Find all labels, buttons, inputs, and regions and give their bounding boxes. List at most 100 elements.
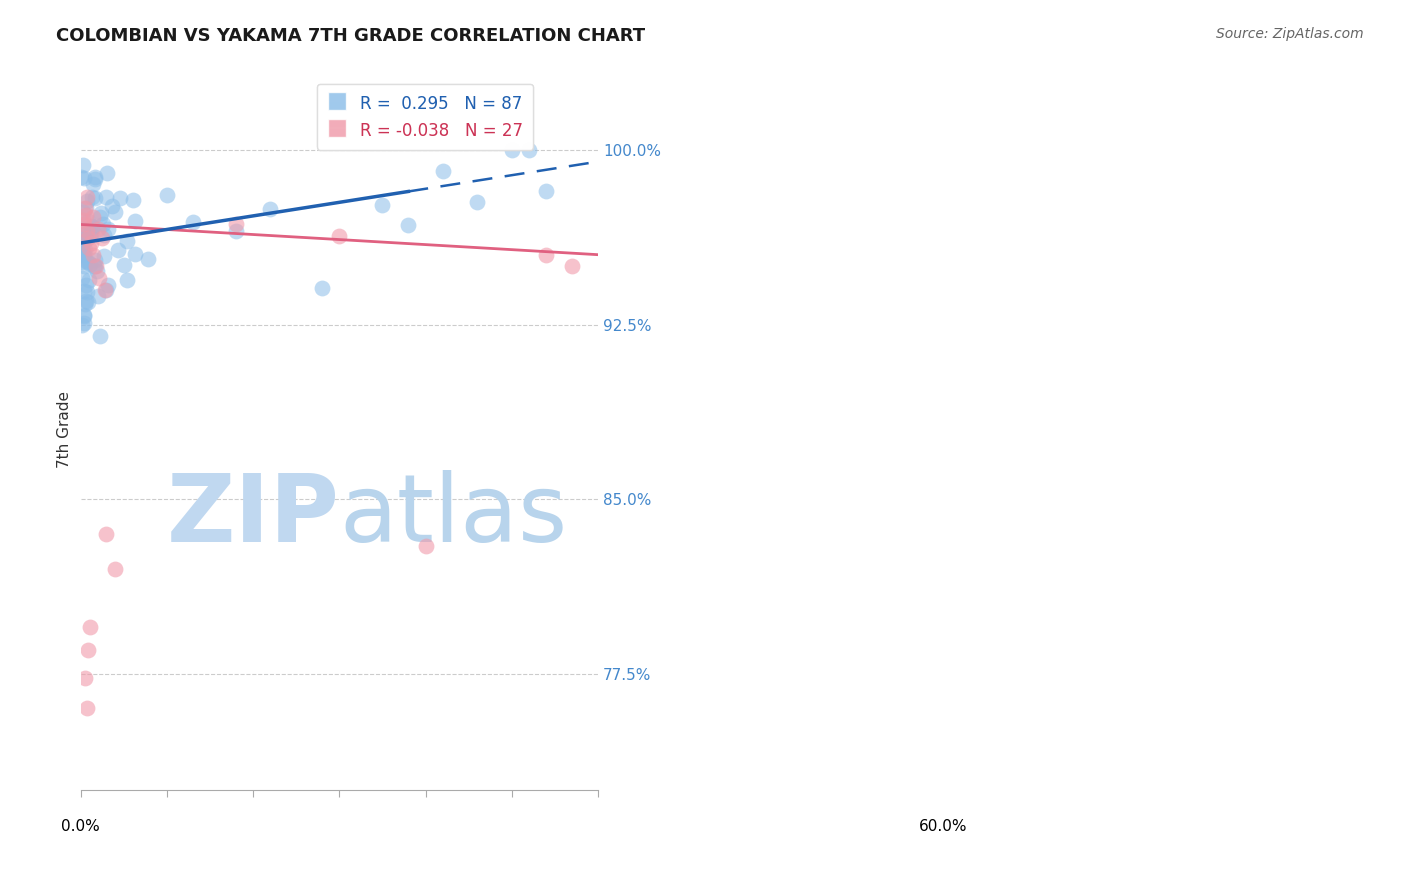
Point bbox=[415, 539, 437, 553]
Point bbox=[96, 166, 118, 180]
Point bbox=[73, 671, 96, 685]
Point bbox=[72, 158, 94, 172]
Point bbox=[84, 260, 107, 274]
Point bbox=[77, 241, 100, 255]
Point bbox=[80, 227, 103, 242]
Point bbox=[83, 169, 105, 184]
Point bbox=[225, 218, 247, 232]
Point bbox=[77, 255, 100, 269]
Point bbox=[75, 297, 97, 311]
Point bbox=[70, 255, 93, 269]
Point bbox=[259, 202, 281, 217]
Text: COLOMBIAN VS YAKAMA 7TH GRADE CORRELATION CHART: COLOMBIAN VS YAKAMA 7TH GRADE CORRELATIO… bbox=[56, 27, 645, 45]
Point bbox=[70, 237, 93, 252]
Point bbox=[72, 204, 94, 219]
Y-axis label: 7th Grade: 7th Grade bbox=[58, 391, 72, 467]
Point bbox=[72, 245, 94, 260]
Point bbox=[73, 284, 96, 298]
Point bbox=[93, 248, 115, 262]
Point bbox=[76, 701, 98, 715]
Point bbox=[561, 260, 583, 274]
Point bbox=[75, 243, 97, 257]
Point bbox=[124, 214, 146, 228]
Point bbox=[467, 194, 489, 209]
Point bbox=[536, 248, 558, 262]
Text: ZIP: ZIP bbox=[166, 470, 339, 562]
Point bbox=[87, 222, 110, 236]
Point bbox=[517, 143, 540, 157]
Point bbox=[136, 252, 159, 267]
Point bbox=[117, 235, 139, 249]
Point bbox=[82, 248, 104, 262]
Point bbox=[100, 199, 122, 213]
Point bbox=[75, 232, 97, 246]
Point bbox=[112, 258, 135, 272]
Point bbox=[76, 285, 98, 299]
Point bbox=[76, 214, 98, 228]
Point bbox=[70, 318, 93, 332]
Point bbox=[76, 294, 98, 309]
Point bbox=[75, 227, 97, 241]
Point bbox=[72, 245, 94, 260]
Point bbox=[70, 169, 93, 184]
Point bbox=[311, 281, 333, 295]
Point bbox=[93, 217, 115, 231]
Point bbox=[80, 219, 103, 233]
Point bbox=[396, 219, 419, 233]
Point bbox=[84, 259, 107, 273]
Point bbox=[501, 143, 523, 157]
Point bbox=[73, 259, 96, 273]
Text: 0.0%: 0.0% bbox=[60, 819, 100, 834]
Point bbox=[82, 219, 104, 234]
Point bbox=[79, 227, 101, 241]
Text: atlas: atlas bbox=[339, 470, 568, 562]
Point bbox=[115, 273, 138, 287]
Point bbox=[371, 198, 394, 212]
Point bbox=[89, 271, 111, 285]
Point bbox=[225, 224, 247, 238]
Point bbox=[80, 190, 103, 204]
Point bbox=[96, 283, 118, 297]
Point bbox=[76, 224, 98, 238]
Point bbox=[83, 259, 105, 273]
Point bbox=[79, 257, 101, 271]
Point bbox=[83, 253, 105, 268]
Point bbox=[121, 194, 143, 208]
Point bbox=[75, 201, 97, 215]
Text: 60.0%: 60.0% bbox=[920, 819, 967, 834]
Point bbox=[97, 278, 120, 293]
Point bbox=[73, 310, 96, 324]
Point bbox=[72, 245, 94, 260]
Point bbox=[77, 643, 100, 657]
Point bbox=[75, 254, 97, 268]
Point bbox=[72, 308, 94, 322]
Point bbox=[73, 218, 96, 232]
Point bbox=[80, 235, 103, 250]
Point bbox=[94, 190, 117, 204]
Point bbox=[104, 205, 127, 219]
Point bbox=[70, 220, 93, 235]
Point bbox=[72, 238, 94, 252]
Point bbox=[75, 277, 97, 292]
Point bbox=[104, 562, 127, 576]
Point bbox=[89, 329, 111, 343]
Point bbox=[79, 620, 101, 634]
Point bbox=[536, 185, 558, 199]
Point bbox=[96, 527, 118, 541]
Point bbox=[79, 273, 101, 287]
Legend: R =  0.295   N = 87, R = -0.038   N = 27: R = 0.295 N = 87, R = -0.038 N = 27 bbox=[316, 84, 533, 150]
Point bbox=[80, 221, 103, 235]
Point bbox=[87, 289, 110, 303]
Point bbox=[75, 208, 97, 222]
Point bbox=[73, 248, 96, 262]
Text: Source: ZipAtlas.com: Source: ZipAtlas.com bbox=[1216, 27, 1364, 41]
Point bbox=[107, 243, 129, 257]
Point bbox=[181, 215, 204, 229]
Point bbox=[124, 247, 146, 261]
Point bbox=[83, 191, 105, 205]
Point bbox=[82, 211, 104, 225]
Point bbox=[86, 263, 108, 277]
Point bbox=[91, 231, 114, 245]
Point bbox=[75, 294, 97, 309]
Point bbox=[108, 191, 131, 205]
